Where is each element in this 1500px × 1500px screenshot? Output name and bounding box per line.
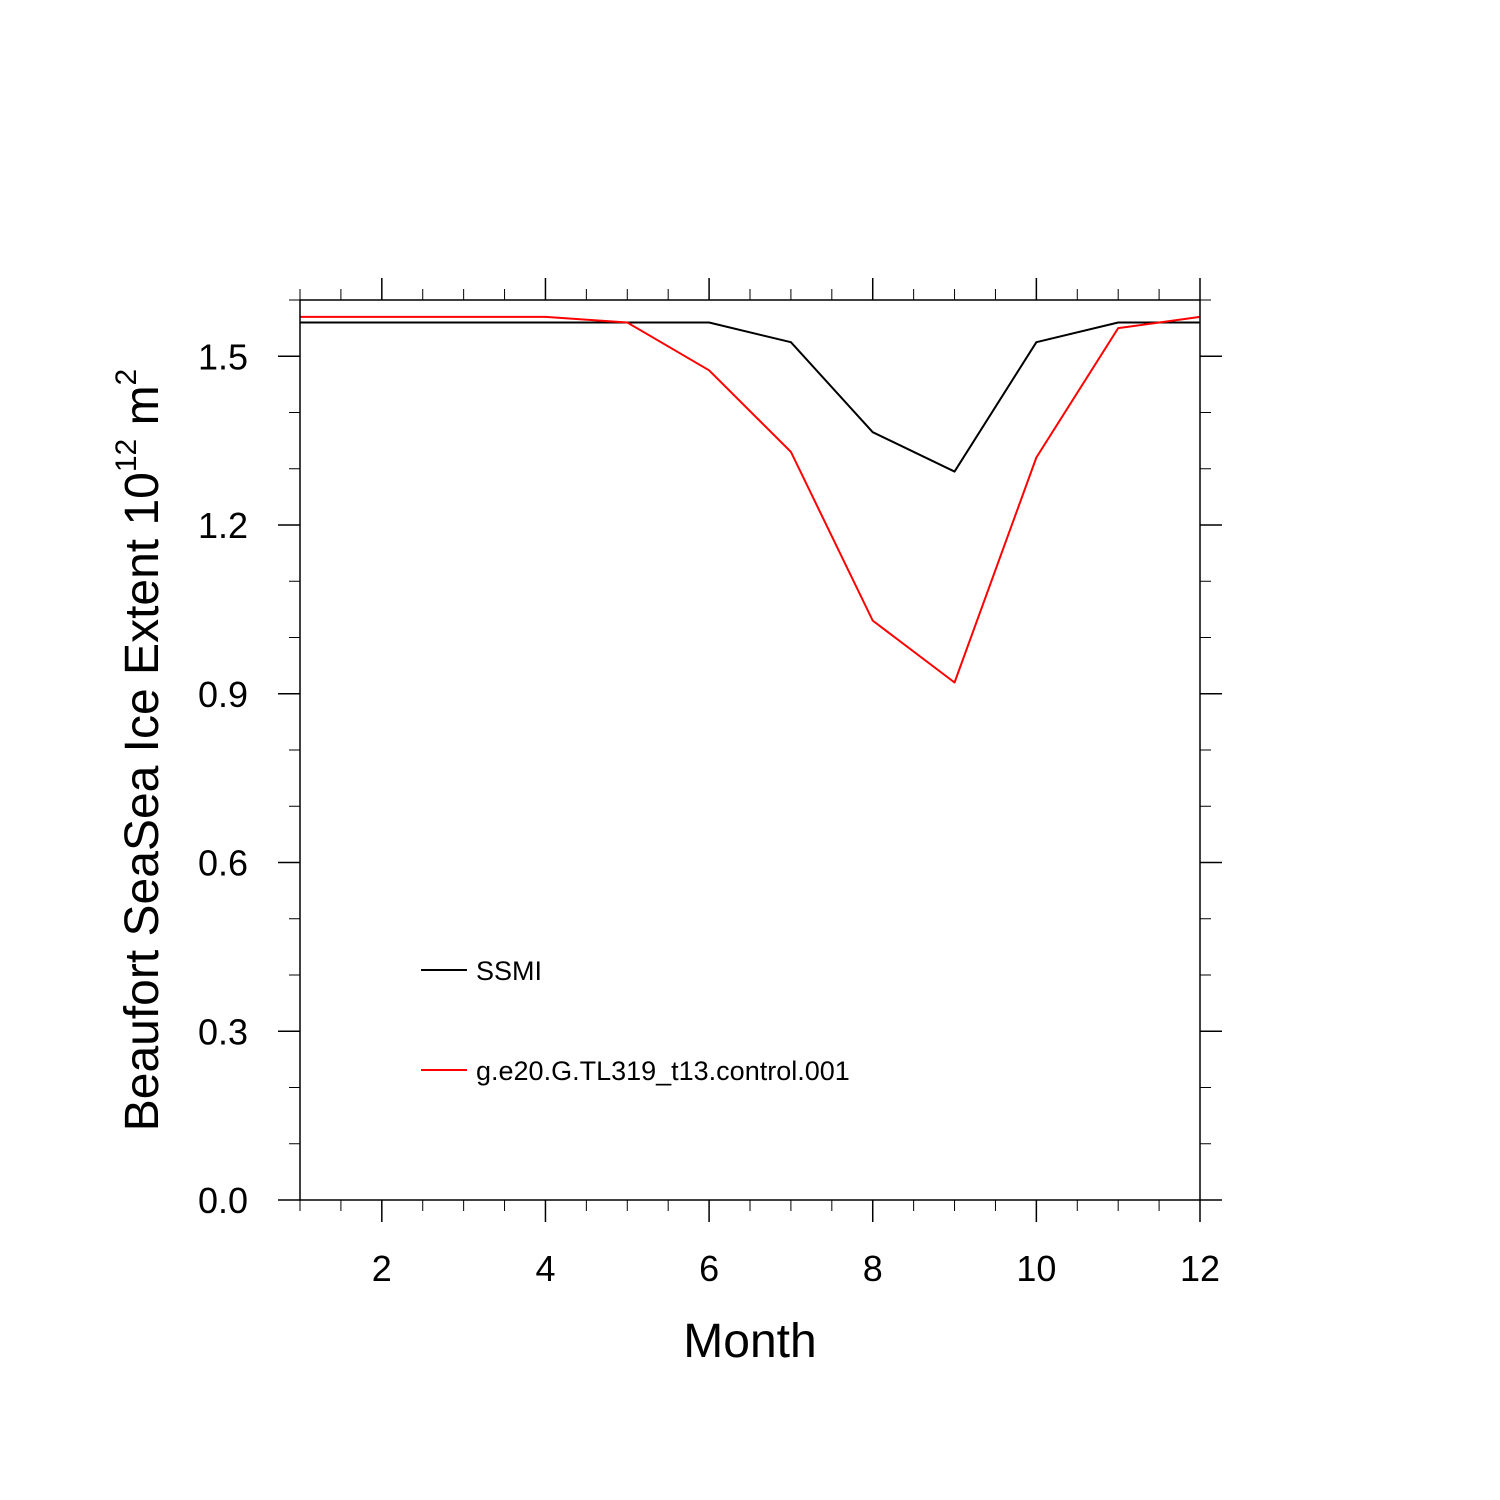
y-tick-label: 0.6 [198,843,248,884]
y-axis-title: Beaufort SeaSea Ice Extent 1012 m2 [110,369,169,1132]
x-tick-label: 2 [372,1248,392,1289]
y-tick-label: 1.2 [198,505,248,546]
y-axis-title-exponent: 12 [110,439,143,472]
y-tick-label: 0.9 [198,674,248,715]
y-axis-title-unit: m [116,385,169,438]
legend-label-ssmi: SSMI [476,956,542,986]
y-tick-label: 0.3 [198,1011,248,1052]
y-tick-labels: 0.0 0.3 0.6 0.9 1.2 1.5 [198,336,248,1221]
series-layer [300,315,1201,684]
y-axis-title-main: Beaufort SeaSea Ice Extent 10 [116,472,169,1131]
x-axis-title: Month [683,1315,816,1368]
x-tick-label: 10 [1016,1248,1056,1289]
x-tick-label: 6 [699,1248,719,1289]
legend: SSMI g.e20.G.TL319_t13.control.001 [421,956,850,1086]
y-axis-title-unit-exponent: 2 [110,369,143,386]
y-tick-label: 1.5 [198,336,248,377]
x-tick-label: 12 [1180,1248,1220,1289]
x-tick-label: 4 [535,1248,555,1289]
x-tick-labels: 2 4 6 8 10 12 [372,1248,1220,1289]
legend-label-control: g.e20.G.TL319_t13.control.001 [476,1056,850,1086]
series-line-control [300,315,1201,684]
major-ticks [278,278,1222,1222]
series-line-ssmi [300,321,1200,473]
y-tick-label: 0.0 [198,1180,248,1221]
x-tick-label: 8 [863,1248,883,1289]
minor-ticks [289,289,1211,1211]
svg-text:Beaufort SeaSea Ice Extent 101: Beaufort SeaSea Ice Extent 1012 m2 [110,369,169,1132]
plot-frame [299,299,1201,1201]
